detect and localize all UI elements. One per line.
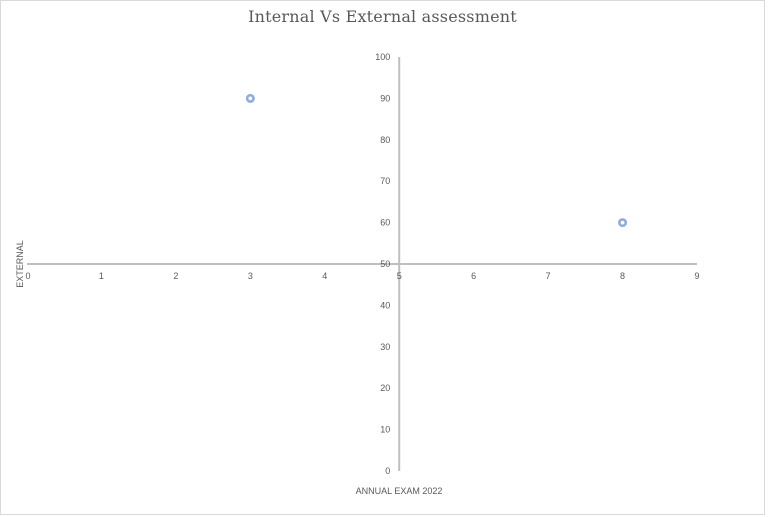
x-tick-label: 9 (694, 271, 699, 281)
x-tick-labels: 0 1 2 3 4 5 6 7 8 9 (25, 271, 699, 281)
y-tick-label: 70 (380, 176, 390, 186)
y-tick-label: 20 (380, 383, 390, 393)
x-tick-label: 4 (322, 271, 327, 281)
y-tick-label: 0 (385, 466, 390, 476)
y-tick-labels: 0 10 20 30 40 50 60 70 80 90 100 (375, 52, 390, 476)
y-axis-title: EXTERNAL (15, 240, 25, 288)
y-tick-label: 80 (380, 135, 390, 145)
y-tick-label: 10 (380, 425, 390, 435)
x-tick-label: 7 (546, 271, 551, 281)
x-tick-label: 6 (471, 271, 476, 281)
chart-title: Internal Vs External assessment (248, 7, 517, 26)
y-tick-label: 90 (380, 93, 390, 103)
x-axis-title: ANNUAL EXAM 2022 (356, 486, 443, 496)
scatter-point (618, 218, 628, 228)
scatter-point (245, 93, 255, 103)
x-tick-label: 3 (248, 271, 253, 281)
y-tick-label: 40 (380, 300, 390, 310)
y-tick-label: 50 (380, 259, 390, 269)
y-tick-label: 60 (380, 218, 390, 228)
x-tick-label: 0 (25, 271, 30, 281)
x-tick-label: 2 (173, 271, 178, 281)
y-tick-label: 100 (375, 52, 390, 62)
y-tick-label: 30 (380, 342, 390, 352)
x-tick-label: 8 (620, 271, 625, 281)
axes (27, 57, 697, 471)
x-tick-label: 1 (99, 271, 104, 281)
data-points (245, 93, 628, 228)
x-tick-label: 5 (397, 271, 402, 281)
